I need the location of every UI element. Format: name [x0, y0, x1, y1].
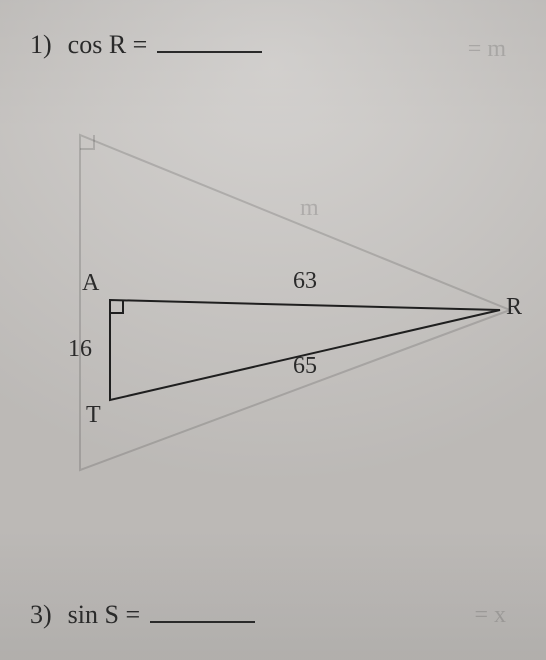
problem-3-number: 3) [30, 600, 52, 630]
vertex-label-a: A [82, 270, 99, 297]
problem-3-text: sin S = [68, 600, 140, 630]
problem-3: 3) sin S = [30, 600, 255, 630]
side-label-ar: 63 [293, 268, 317, 295]
triangle [0, 0, 546, 660]
side-label-at: 16 [68, 336, 92, 363]
vertex-label-t: T [86, 402, 101, 429]
side-label-tr: 65 [293, 353, 317, 380]
problem-3-blank[interactable] [150, 621, 255, 623]
vertex-label-r: R [506, 294, 522, 321]
